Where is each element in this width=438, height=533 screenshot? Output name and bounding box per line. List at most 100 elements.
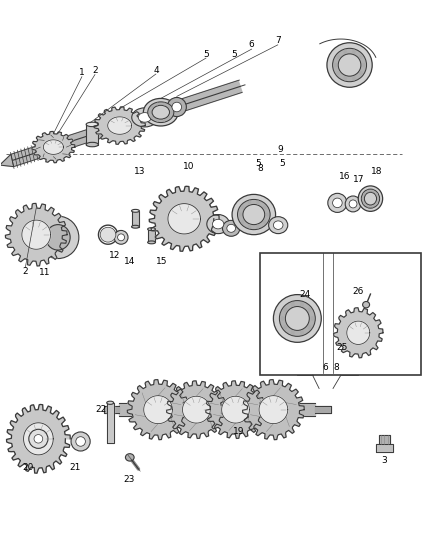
Circle shape — [248, 200, 251, 205]
Ellipse shape — [148, 241, 155, 244]
Ellipse shape — [172, 102, 182, 112]
Circle shape — [256, 200, 260, 205]
Circle shape — [283, 325, 287, 329]
Text: 8: 8 — [258, 164, 263, 173]
Polygon shape — [5, 204, 67, 266]
Ellipse shape — [338, 54, 361, 76]
Text: 10: 10 — [183, 163, 194, 171]
Circle shape — [156, 119, 159, 122]
Ellipse shape — [279, 301, 315, 336]
Text: 1: 1 — [79, 68, 85, 77]
Ellipse shape — [345, 196, 361, 212]
Ellipse shape — [273, 221, 283, 229]
Polygon shape — [222, 396, 249, 423]
Text: 5: 5 — [279, 159, 285, 167]
Polygon shape — [108, 117, 132, 134]
Polygon shape — [24, 423, 53, 455]
Ellipse shape — [125, 454, 134, 461]
Polygon shape — [347, 321, 370, 344]
Ellipse shape — [364, 192, 377, 205]
Text: 4: 4 — [153, 66, 159, 75]
Ellipse shape — [327, 43, 372, 87]
Bar — [131, 211, 139, 227]
Circle shape — [169, 116, 171, 119]
Text: 5: 5 — [203, 50, 209, 59]
Text: 6: 6 — [249, 41, 254, 50]
Polygon shape — [32, 132, 75, 163]
Circle shape — [263, 220, 266, 224]
Text: 17: 17 — [353, 174, 365, 183]
Ellipse shape — [332, 198, 342, 208]
Ellipse shape — [273, 295, 321, 342]
Circle shape — [359, 71, 363, 76]
Text: 20: 20 — [23, 464, 34, 472]
Ellipse shape — [232, 195, 276, 235]
Circle shape — [367, 205, 369, 207]
Text: 12: 12 — [109, 252, 120, 261]
Text: 15: 15 — [156, 257, 167, 265]
Circle shape — [169, 106, 171, 109]
Ellipse shape — [138, 112, 151, 122]
Ellipse shape — [152, 106, 170, 119]
Circle shape — [343, 50, 347, 54]
Text: 9: 9 — [277, 146, 283, 155]
Ellipse shape — [37, 216, 79, 259]
Ellipse shape — [114, 230, 128, 244]
Ellipse shape — [167, 98, 186, 117]
Circle shape — [375, 193, 378, 195]
Bar — [148, 229, 155, 243]
Polygon shape — [149, 187, 219, 251]
Circle shape — [336, 71, 340, 76]
Polygon shape — [0, 155, 14, 167]
Polygon shape — [168, 204, 201, 234]
Ellipse shape — [212, 219, 224, 229]
Text: 25: 25 — [336, 343, 347, 352]
Text: 3: 3 — [381, 456, 387, 465]
Circle shape — [241, 205, 244, 209]
Polygon shape — [94, 107, 145, 144]
Ellipse shape — [148, 102, 174, 123]
Circle shape — [377, 197, 379, 200]
Polygon shape — [166, 381, 226, 439]
Ellipse shape — [227, 224, 236, 232]
Polygon shape — [107, 403, 114, 443]
Polygon shape — [22, 220, 50, 249]
Circle shape — [372, 205, 374, 207]
Polygon shape — [43, 140, 64, 155]
Text: 18: 18 — [371, 166, 382, 175]
Text: 7: 7 — [275, 36, 281, 45]
Circle shape — [151, 116, 153, 119]
Circle shape — [367, 190, 369, 192]
Ellipse shape — [363, 302, 370, 308]
Circle shape — [372, 190, 374, 192]
Circle shape — [256, 224, 260, 229]
Circle shape — [362, 63, 366, 67]
Text: 8: 8 — [334, 363, 339, 372]
Circle shape — [248, 224, 251, 229]
Text: 24: 24 — [300, 289, 311, 298]
Bar — [86, 124, 99, 144]
Text: 23: 23 — [123, 475, 134, 484]
Polygon shape — [379, 435, 390, 443]
Circle shape — [283, 308, 287, 312]
Circle shape — [363, 202, 365, 205]
Text: 6: 6 — [323, 363, 328, 372]
Polygon shape — [259, 395, 288, 424]
Text: 26: 26 — [353, 287, 364, 296]
Text: 13: 13 — [134, 166, 145, 175]
Bar — [260, 253, 421, 375]
Circle shape — [300, 302, 304, 306]
Ellipse shape — [86, 122, 99, 127]
Ellipse shape — [148, 228, 155, 231]
Circle shape — [263, 205, 266, 209]
Circle shape — [363, 193, 365, 195]
Ellipse shape — [86, 142, 99, 147]
Ellipse shape — [223, 220, 240, 236]
Text: 22: 22 — [95, 405, 106, 414]
Text: 2: 2 — [92, 66, 98, 75]
Circle shape — [334, 63, 337, 67]
Circle shape — [359, 54, 363, 59]
Ellipse shape — [46, 224, 70, 250]
Ellipse shape — [132, 108, 158, 127]
Circle shape — [343, 76, 347, 80]
